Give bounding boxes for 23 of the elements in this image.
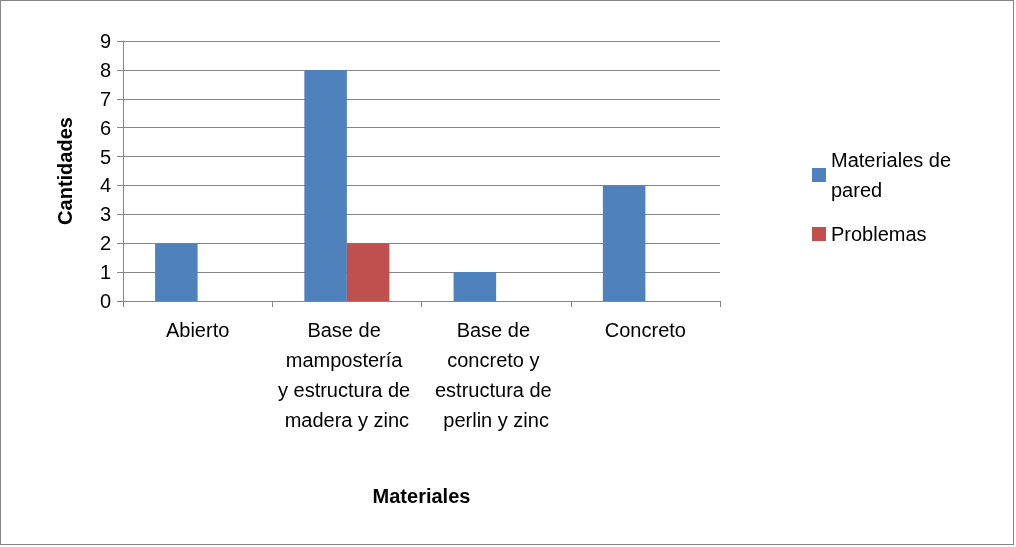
bar (346, 243, 390, 301)
x-tick-label: Concreto (604, 319, 686, 341)
legend-label: Materiales de pared (831, 149, 957, 201)
x-tick-label: Base de concreto y estructura de perlin y zinc (434, 319, 558, 431)
y-tick-label: 3 (99, 203, 111, 226)
y-tick-label: 8 (99, 58, 111, 81)
bar (453, 272, 497, 301)
x-tick-label: Abierto (165, 319, 230, 341)
y-tick-label: 1 (99, 261, 111, 284)
y-tick-label: 6 (99, 116, 111, 139)
legend-label: Problemas (831, 223, 927, 245)
x-tick-label: Base de mampostería y estructura de madera y zinc (277, 319, 416, 431)
y-axis-title: Cantidades (54, 117, 76, 225)
bar (155, 243, 198, 301)
bar (304, 69, 347, 301)
bar (602, 185, 646, 301)
y-tick-label: 9 (99, 30, 111, 52)
y-tick-label: 5 (99, 145, 111, 168)
y-tick-label: 7 (99, 87, 111, 110)
y-tick-label: 2 (99, 232, 111, 255)
y-tick-label: 0 (99, 290, 111, 312)
x-axis-title: Materiales (372, 485, 471, 507)
y-tick-label: 4 (99, 174, 111, 197)
